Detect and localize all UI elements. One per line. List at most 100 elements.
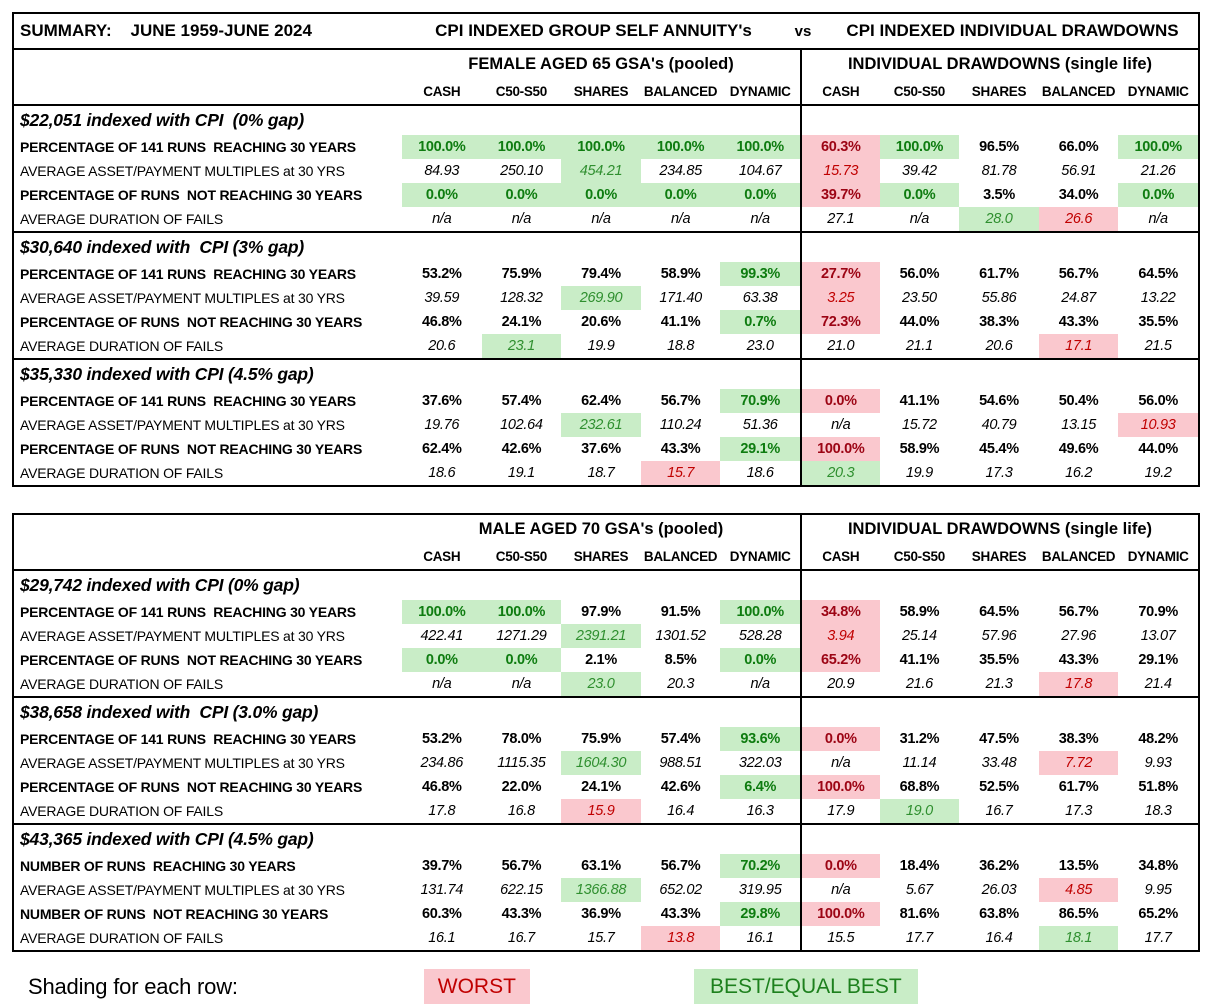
data-cell: n/a <box>799 413 880 437</box>
data-cell: 43.3% <box>660 906 701 922</box>
data-cell: 38.3% <box>1058 731 1099 747</box>
data-cell: 43.3% <box>1058 652 1099 668</box>
data-cell: 65.2% <box>1138 906 1178 922</box>
section-title-row: $35,330 indexed with CPI (4.5% gap) <box>14 360 1198 389</box>
legend: Shading for each row: WORST BEST/EQUAL B… <box>28 969 1213 1004</box>
data-cell: 28.0 <box>959 207 1039 231</box>
row-label: PERCENTAGE OF RUNS NOT REACHING 30 YEARS <box>20 314 363 330</box>
data-cell: 99.3% <box>720 262 800 286</box>
table-row: PERCENTAGE OF RUNS NOT REACHING 30 YEARS… <box>14 310 1198 334</box>
data-cell: 100.0% <box>481 135 562 159</box>
row-label: AVERAGE ASSET/PAYMENT MULTIPLES at 30 YR… <box>20 417 345 433</box>
column-header-row: CASH C50-S50 SHARES BALANCED DYNAMIC CASH C50-… <box>14 79 1198 106</box>
data-cell: 97.9% <box>581 604 621 620</box>
table-row: AVERAGE ASSET/PAYMENT MULTIPLES at 30 YR… <box>14 624 1198 648</box>
data-cell: 75.9% <box>581 731 621 747</box>
data-cell: 56.7% <box>660 393 701 409</box>
data-cell: 16.2 <box>1065 465 1093 481</box>
data-cell: 53.2% <box>421 731 462 747</box>
column-header: DYNAMIC <box>1127 84 1189 99</box>
data-cell: 39.42 <box>901 163 937 179</box>
data-cell: 60.3% <box>799 135 880 159</box>
table-row: AVERAGE DURATION OF FAILS n/a n/a 23.0 20.3 n… <box>14 672 1198 696</box>
data-cell: 42.6% <box>660 779 701 795</box>
row-label: NUMBER OF RUNS NOT REACHING 30 YEARS <box>20 906 329 922</box>
data-cell: 39.7% <box>799 183 880 207</box>
data-cell: 68.8% <box>899 779 940 795</box>
data-cell: n/a <box>1148 211 1169 227</box>
data-cell: 49.6% <box>1058 441 1099 457</box>
column-header: C50-S50 <box>495 549 547 564</box>
data-cell: 988.51 <box>659 755 702 771</box>
data-cell: 234.85 <box>659 163 702 179</box>
data-cell: n/a <box>750 211 771 227</box>
data-cell: 13.5% <box>1058 858 1099 874</box>
data-cell: 100.0% <box>879 135 960 159</box>
data-cell: 18.4% <box>899 858 940 874</box>
data-cell: 19.9 <box>587 338 615 354</box>
data-cell: 41.1% <box>899 393 940 409</box>
data-cell: 56.7% <box>501 858 542 874</box>
data-cell: 58.9% <box>899 604 940 620</box>
data-cell: 63.38 <box>742 290 778 306</box>
table-row: PERCENTAGE OF 141 RUNS REACHING 30 YEARS… <box>14 727 1198 751</box>
data-cell: 60.3% <box>421 906 462 922</box>
data-cell: n/a <box>511 211 532 227</box>
section-title-spacer <box>800 106 1198 135</box>
data-cell: 18.6 <box>428 465 456 481</box>
table-row: AVERAGE ASSET/PAYMENT MULTIPLES at 30 YR… <box>14 751 1198 775</box>
data-cell: 100.0% <box>1118 135 1198 159</box>
data-cell: 13.15 <box>1061 417 1096 433</box>
table-row: PERCENTAGE OF RUNS NOT REACHING 30 YEARS… <box>14 183 1198 207</box>
row-label: PERCENTAGE OF RUNS NOT REACHING 30 YEARS <box>20 779 363 795</box>
data-cell: 24.1% <box>581 779 621 795</box>
data-cell: 18.8 <box>667 338 695 354</box>
data-cell: 37.6% <box>581 441 621 457</box>
column-header: CASH <box>423 549 461 564</box>
data-cell: 56.0% <box>1138 393 1178 409</box>
male-annuity-table: MALE AGED 70 GSA's (pooled) INDIVIDUAL D… <box>12 513 1200 952</box>
data-cell: 100.0% <box>561 135 641 159</box>
data-cell: 269.90 <box>561 286 641 310</box>
data-cell: 56.91 <box>1061 163 1096 179</box>
data-cell: 19.1 <box>507 465 535 481</box>
group-right-title: INDIVIDUAL DRAWDOWNS (single life) <box>800 50 1198 79</box>
data-cell: 319.95 <box>738 882 782 898</box>
column-header: SHARES <box>573 549 629 564</box>
group-header-row: FEMALE AGED 65 GSA's (pooled) INDIVIDUAL… <box>14 50 1198 79</box>
table-section: $43,365 indexed with CPI (4.5% gap) NUMBE… <box>14 823 1198 950</box>
data-cell: 37.6% <box>421 393 462 409</box>
column-header: CASH <box>799 544 880 569</box>
data-cell: 81.6% <box>899 906 940 922</box>
data-cell: 40.79 <box>981 417 1017 433</box>
data-cell: 19.9 <box>905 465 933 481</box>
data-cell: 70.9% <box>1138 604 1178 620</box>
data-cell: 2391.21 <box>561 624 641 648</box>
column-header: C50-S50 <box>495 84 547 99</box>
data-cell: 528.28 <box>738 628 782 644</box>
data-cell: 35.5% <box>1138 314 1178 330</box>
data-cell: 25.14 <box>901 628 937 644</box>
row-label: AVERAGE ASSET/PAYMENT MULTIPLES at 30 YR… <box>20 628 345 644</box>
group-left-title: MALE AGED 70 GSA's (pooled) <box>478 520 724 538</box>
data-cell: 11.14 <box>902 755 937 771</box>
data-cell: 23.0 <box>746 338 774 354</box>
section-title: $29,742 indexed with CPI (0% gap) <box>20 575 300 595</box>
data-cell: 20.6 <box>428 338 456 354</box>
data-cell: 20.3 <box>667 676 695 692</box>
data-cell: 15.7 <box>640 461 721 485</box>
data-cell: 100.0% <box>402 600 482 624</box>
data-cell: 26.6 <box>1038 207 1119 231</box>
data-cell: 29.8% <box>720 902 800 926</box>
section-title: $30,640 indexed with CPI (3% gap) <box>20 237 304 257</box>
data-cell: 26.03 <box>981 882 1017 898</box>
data-cell: 41.1% <box>899 652 940 668</box>
data-cell: 63.1% <box>581 858 621 874</box>
row-label: NUMBER OF RUNS REACHING 30 YEARS <box>20 858 296 874</box>
data-cell: 21.26 <box>1140 163 1176 179</box>
data-cell: 110.24 <box>659 417 702 433</box>
table-section: $38,658 indexed with CPI (3.0% gap) PERCE… <box>14 696 1198 823</box>
row-label: PERCENTAGE OF 141 RUNS REACHING 30 YEARS <box>20 731 356 747</box>
row-label: AVERAGE DURATION OF FAILS <box>20 930 223 946</box>
row-label: PERCENTAGE OF RUNS NOT REACHING 30 YEARS <box>20 187 363 203</box>
